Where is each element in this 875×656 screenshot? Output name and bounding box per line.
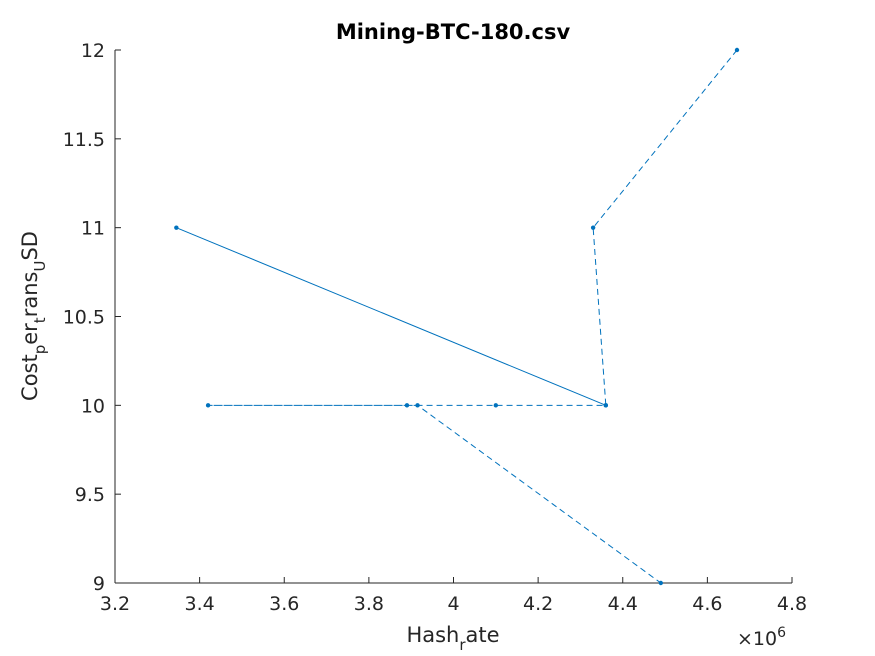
y-axis-label-part-1: Cost xyxy=(18,354,42,401)
y-axis-label-subscript-2: t xyxy=(31,317,49,323)
y-axis-label-part-4: SD xyxy=(18,231,42,261)
data-point xyxy=(415,403,420,408)
y-tick-label: 10.5 xyxy=(63,307,105,329)
x-tick-label: 3.4 xyxy=(185,593,215,615)
x-axis-label-subscript: r xyxy=(459,636,466,654)
data-point xyxy=(658,580,664,586)
data-point xyxy=(174,225,179,230)
y-tick-label: 11 xyxy=(81,218,105,240)
x-tick-label: 4.8 xyxy=(777,593,807,615)
chart-title: Mining-BTC-180.csv xyxy=(336,20,571,44)
y-axis-label-part-2: er xyxy=(18,323,42,345)
x-axis-label-base: Hash xyxy=(406,623,459,647)
x-tick-label: 4.2 xyxy=(523,593,553,615)
y-tick-label: 12 xyxy=(81,40,105,62)
x-tick-label: 4.4 xyxy=(608,593,638,615)
y-tick-label: 11.5 xyxy=(63,129,105,151)
x-tick-label: 4.6 xyxy=(692,593,722,615)
series-line-2 xyxy=(208,49,738,584)
x-tick-label: 3.8 xyxy=(354,593,384,615)
y-axis-label-subscript-1: p xyxy=(31,345,49,355)
x-axis-label: Hashrate xyxy=(406,623,499,654)
data-point xyxy=(590,225,596,230)
y-axis-label-part-3: rans xyxy=(18,272,42,318)
data-point xyxy=(205,403,211,408)
x-tick-label: 3.6 xyxy=(269,593,299,615)
plot-area: 3.2 3.4 3.6 3.8 4 4.2 4.4 4.6 4.8 9 9.5 10 10.5 11 11… xyxy=(63,40,807,615)
x-axis-exponent: ×106 xyxy=(737,625,786,650)
x-axis-label-rest: ate xyxy=(466,623,500,647)
y-axis-ticks: 9 9.5 10 10.5 11 11.5 12 xyxy=(63,40,121,595)
y-axis-label-subscript-3: U xyxy=(31,261,49,272)
y-tick-label: 10 xyxy=(81,395,105,417)
x-tick-label: 3.2 xyxy=(100,593,130,615)
data-point xyxy=(493,403,499,408)
data-point xyxy=(734,47,740,53)
series-line-1 xyxy=(176,227,607,406)
x-axis-exponent-base: ×10 xyxy=(737,628,777,650)
y-tick-label: 9.5 xyxy=(75,484,105,506)
data-point xyxy=(603,403,609,408)
x-axis-ticks: 3.2 3.4 3.6 3.8 4 4.2 4.4 4.6 4.8 xyxy=(100,577,807,615)
y-tick-label: 9 xyxy=(93,573,105,595)
x-tick-label: 4 xyxy=(447,593,459,615)
y-axis-label: CostpertransUSD xyxy=(18,231,49,401)
series-layer xyxy=(174,47,740,586)
x-axis-exponent-power: 6 xyxy=(777,625,786,641)
data-point xyxy=(404,403,410,408)
